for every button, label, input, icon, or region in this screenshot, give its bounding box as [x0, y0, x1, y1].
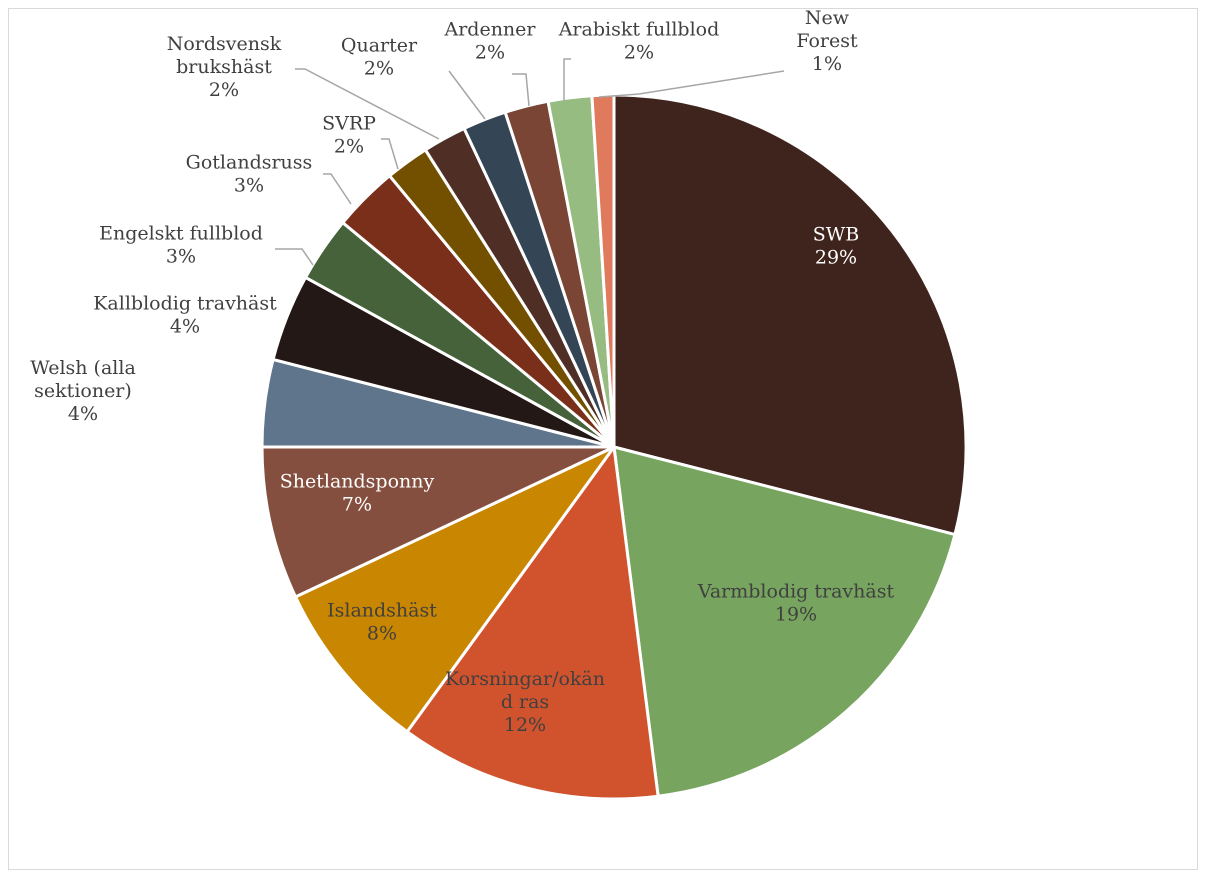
leader-lines	[275, 58, 785, 266]
leader-line-nordsvensk-bruksh-st	[295, 68, 440, 140]
pie-slice-varmblodig-travh-st	[612, 444, 957, 798]
data-label-gotlandsruss: Gotlandsruss 3%	[186, 152, 313, 197]
data-label-varmblodig-travh-st: Varmblodig travhäst 19%	[697, 581, 895, 626]
data-label-arabiskt-fullblod: Arabiskt fullblod 2%	[558, 19, 720, 64]
data-label-islandsh-st: Islandshäst 8%	[327, 600, 437, 645]
data-label-new-forest: New Forest 1%	[796, 9, 858, 75]
data-label-engelskt-fullblod: Engelskt fullblod 3%	[99, 223, 263, 268]
pie-slice-swb	[612, 93, 968, 537]
data-label-ardenner: Ardenner 2%	[443, 19, 536, 64]
data-labels: SWB 29% Varmblodig travhäst 19% Korsningar/o…	[30, 9, 894, 736]
pie-slice-new-forest	[590, 93, 616, 448]
data-label-swb: SWB 29%	[813, 224, 860, 269]
data-label-kallblodig-travh-st: Kallblodig travhäst 4%	[93, 293, 277, 338]
data-label-welsh-alla-sektioner: Welsh (alla sektioner) 4%	[30, 357, 136, 425]
leader-line-gotlandsruss	[323, 173, 352, 205]
leader-line-ardenner	[512, 73, 530, 107]
data-label-korsningar-ok-nd-ras: Korsningar/okän d ras 12%	[445, 668, 605, 736]
pie-slice-shetlandsponny	[260, 445, 615, 599]
leader-line-arabiskt-fullblod	[563, 58, 571, 101]
data-label-shetlandsponny: Shetlandsponny 7%	[280, 471, 435, 516]
data-label-svrp: SVRP 2%	[322, 113, 376, 158]
leader-line-quarter	[448, 70, 486, 120]
data-label-nordsvensk-bruksh-st: Nordsvensk brukshäst 2%	[167, 33, 282, 101]
chart-area: SWB 29% Varmblodig travhäst 19% Korsningar/o…	[8, 8, 1198, 870]
pie-slice-islandsh-st	[293, 445, 616, 734]
leader-line-svrp	[381, 138, 399, 170]
data-label-quarter: Quarter 2%	[341, 35, 418, 80]
pie-slices	[260, 93, 968, 801]
leader-line-engelskt-fullblod	[275, 248, 314, 266]
leader-line-new-forest	[598, 70, 785, 98]
pie-slice-korsningar-ok-nd-ras	[405, 443, 660, 801]
pie-chart: SWB 29% Varmblodig travhäst 19% Korsningar/o…	[30, 9, 968, 801]
